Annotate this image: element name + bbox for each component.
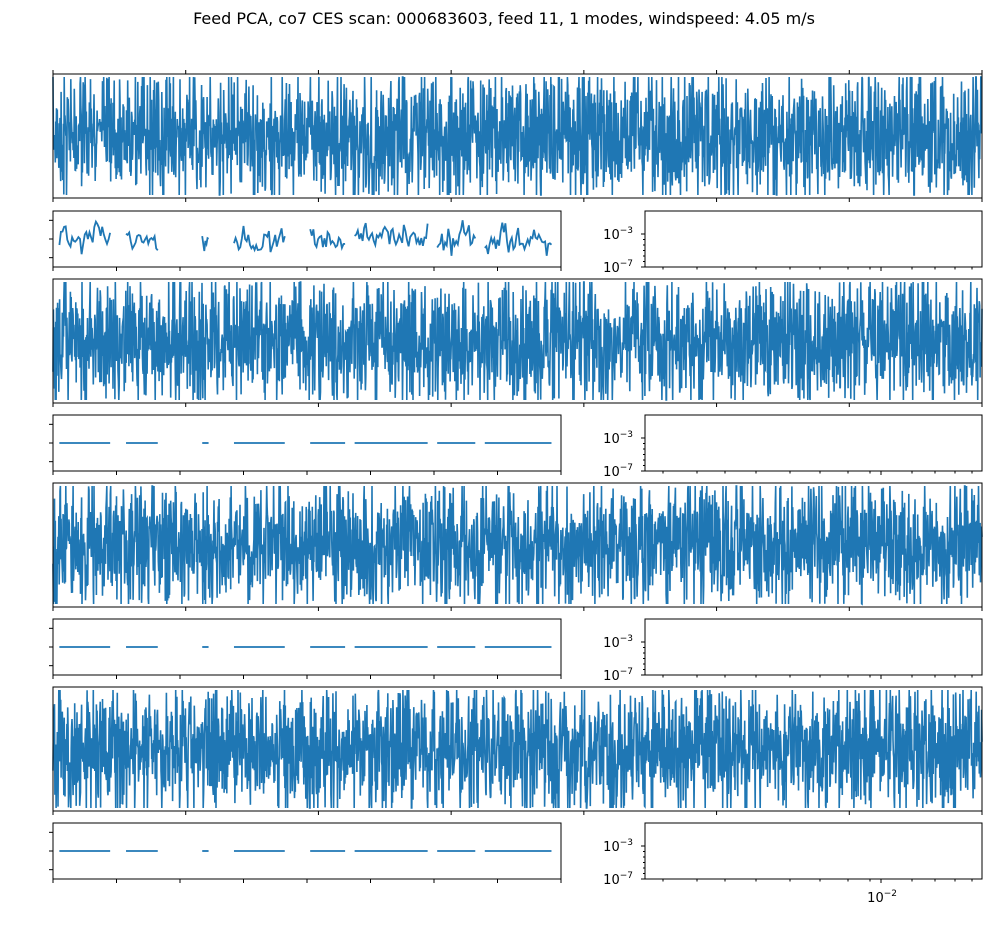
psd-ytick-label: 10−3 [603,226,633,243]
pca-mode-4-timestream [52,689,983,809]
psd-ytick-label: 10−3 [603,430,633,447]
psd-ytick-label: 10−7 [603,463,633,480]
pca-mode-1-psd-axes [644,210,983,268]
freq-segment [354,222,429,249]
freq-segment [484,222,553,256]
psd-ytick-label: 10−7 [603,871,633,888]
pca-mode-2-psd-axes [644,414,983,472]
freq-segment [125,230,159,252]
pca-mode-1-timestream [52,76,983,196]
pca-mode-3-timestream [52,485,983,606]
psd-ytick-label: 10−3 [603,634,633,651]
freq-segment [309,228,346,252]
pca-mode-4-axes [52,686,983,812]
psd-ytick-label: 10−7 [603,667,633,684]
pca-mode-4-psd-axes [644,822,983,880]
freq-segment [436,220,477,256]
pca-mode-2-timestream [52,281,983,401]
plot-panels: 10−3 10−7 10−3 10−7 10−3 10−7 10−3 10−7 10−2 [49,70,983,906]
psd-ytick-label: 10−3 [603,838,633,855]
pca-mode-1-axes [52,73,983,199]
freq-segment [58,219,111,255]
pca-mode-3-psd-axes [644,618,983,676]
pca-mode-2-axes [52,278,983,404]
psd-ytick-label: 10−7 [603,259,633,276]
pca-mode-3-axes [52,482,983,608]
freq-segment [201,235,210,252]
pca-mode-1-freq-axes [52,210,562,268]
figure-title: Feed PCA, co7 CES scan: 000683603, feed … [193,9,815,28]
psd-xtick-label: 10−2 [867,889,897,906]
freq-segment [233,225,286,253]
